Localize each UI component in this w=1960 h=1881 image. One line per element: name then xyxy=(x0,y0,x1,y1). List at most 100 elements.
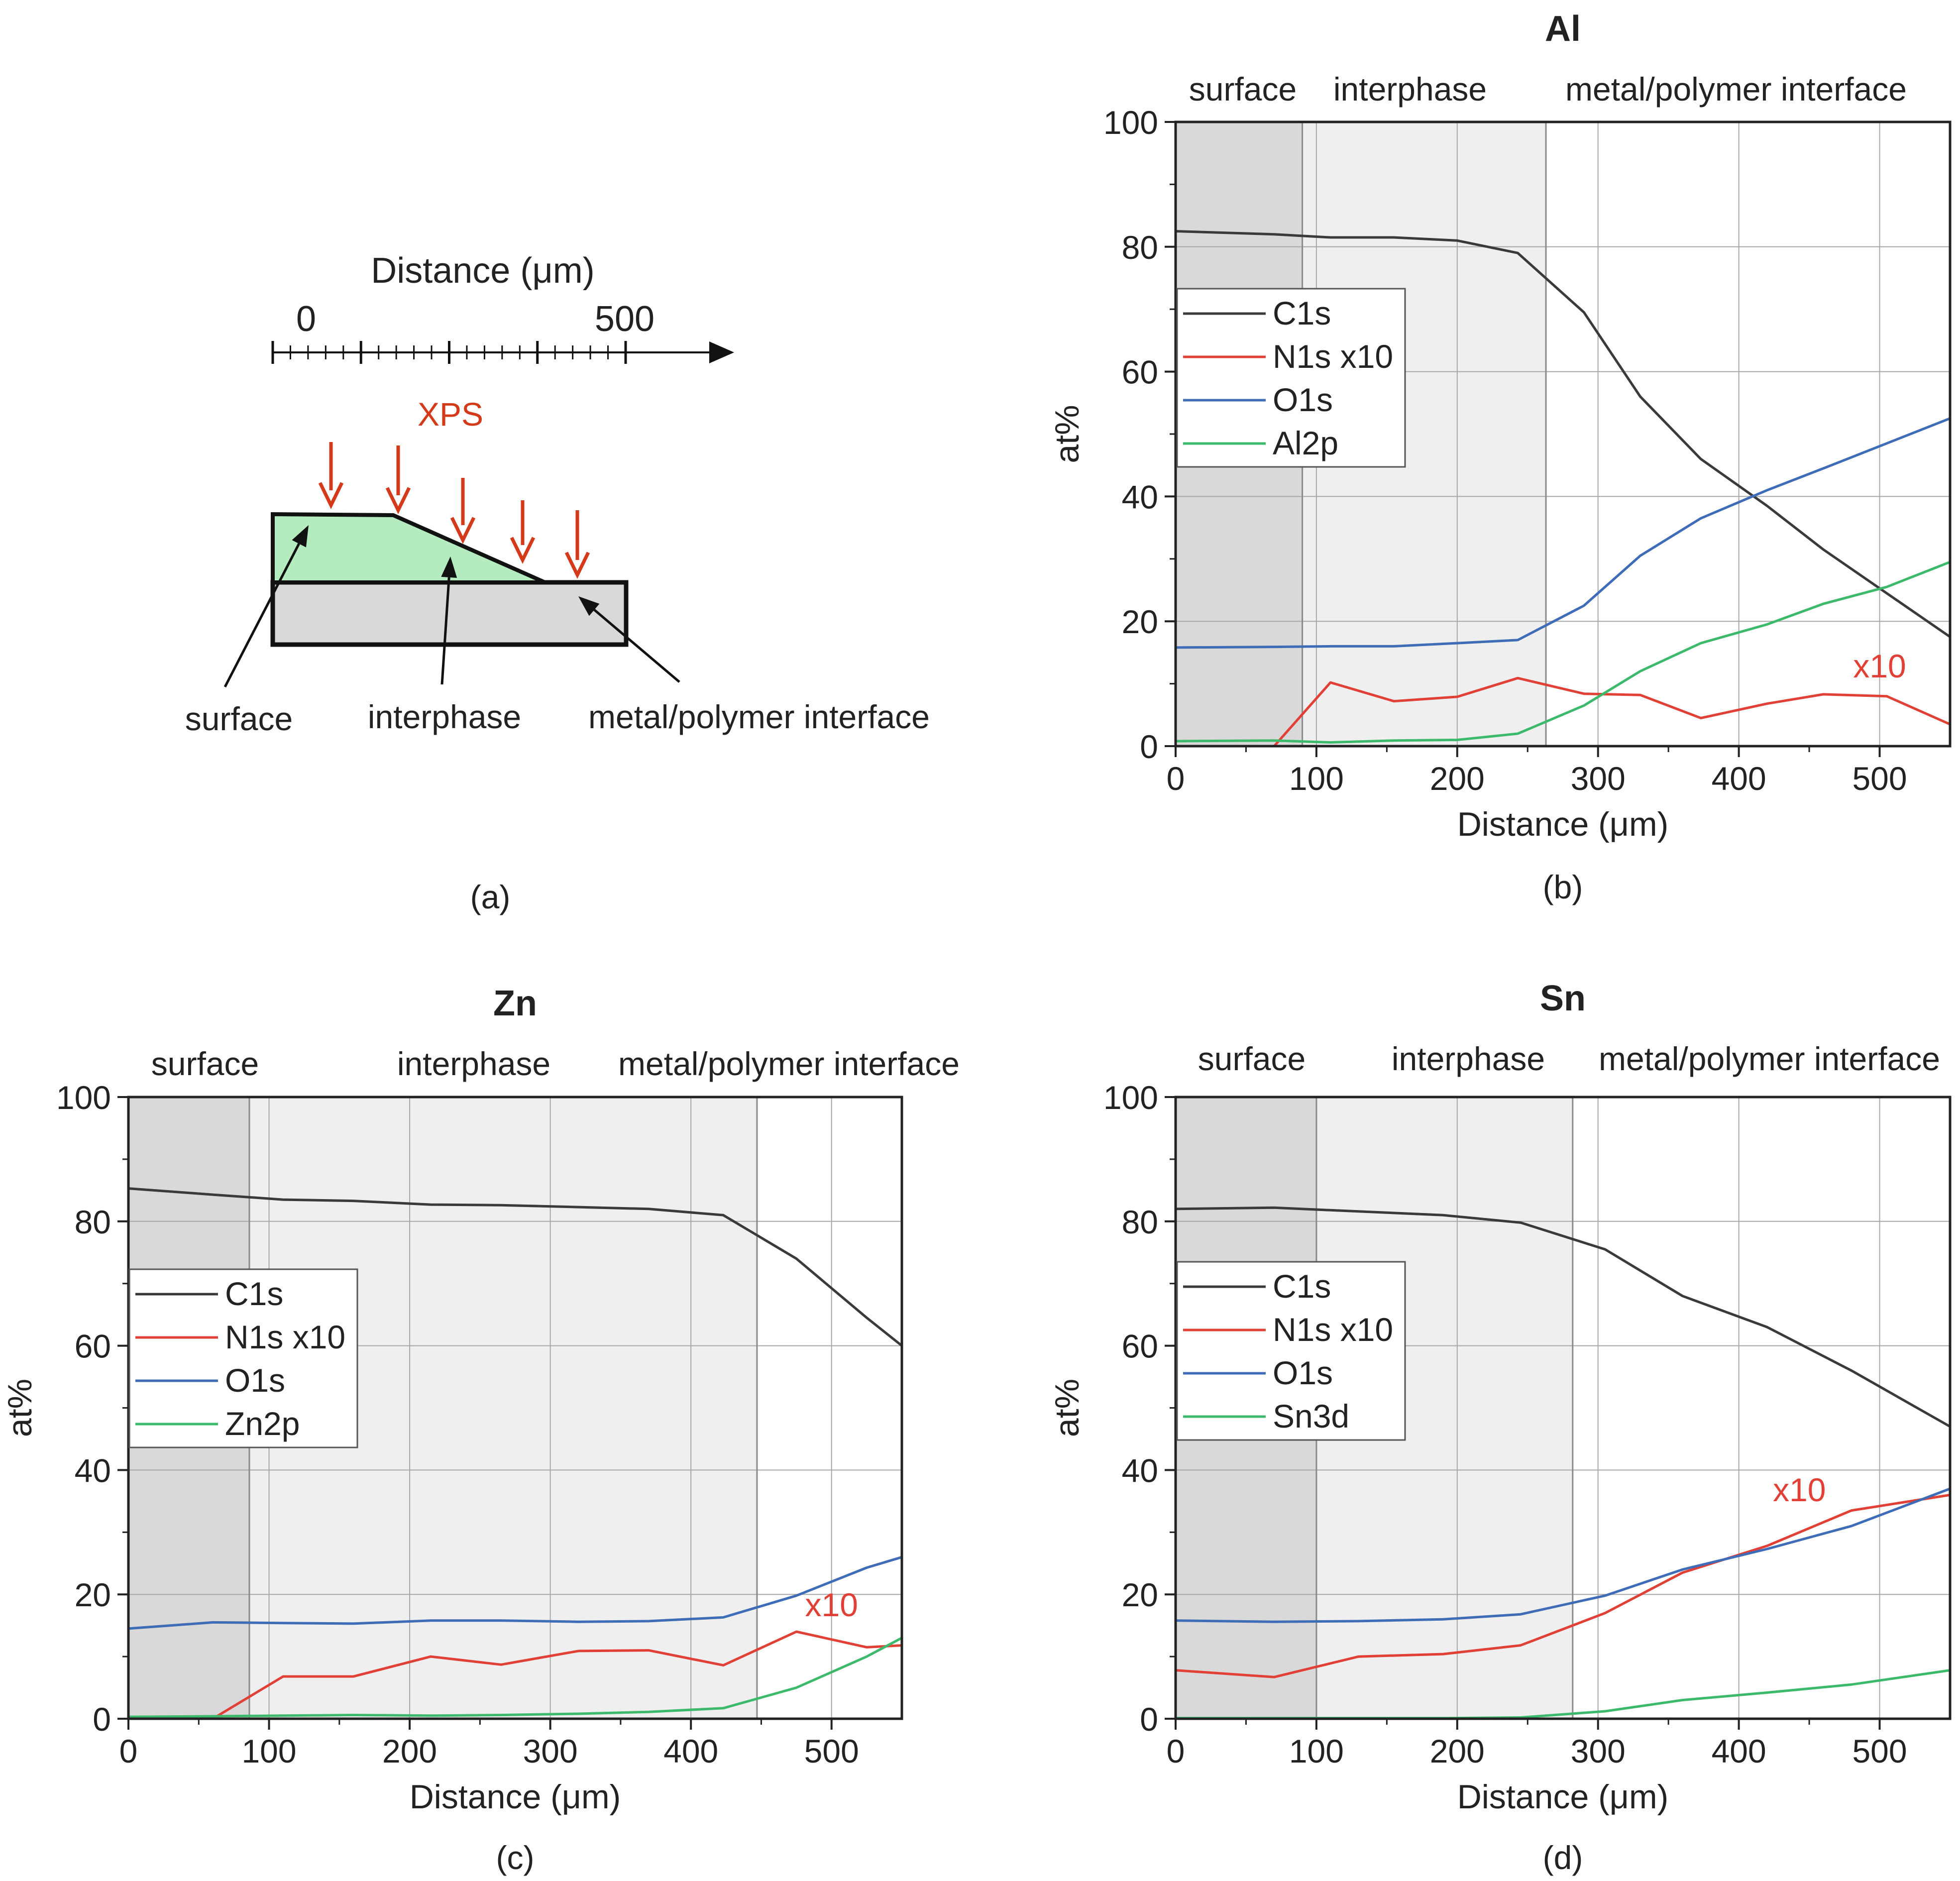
region-label-0: surface xyxy=(1198,1040,1306,1077)
chart-title: Zn xyxy=(493,984,537,1023)
y-tick-label: 60 xyxy=(1122,354,1158,391)
series-line-c1s xyxy=(1175,230,1951,638)
annotation-x10: x10 xyxy=(1853,648,1906,684)
x-tick-label: 100 xyxy=(241,1733,296,1770)
pointer-interphase-line xyxy=(440,577,450,685)
x-axis-title: Distance (μm) xyxy=(1457,805,1669,843)
y-tick-label: 100 xyxy=(1103,1079,1158,1116)
chart-sn: 0 100 200 300 400 500 0 20 40 60 80 100 Distance (μm… xyxy=(1048,979,1952,1876)
legend-label: Al2p xyxy=(1273,425,1338,461)
y-tick-label: 20 xyxy=(1122,603,1158,640)
legend: C1s N1s x10 O1s Sn3d xyxy=(1176,1261,1406,1441)
region-band-2 xyxy=(1546,122,1950,746)
region-label-0: surface xyxy=(1189,71,1297,108)
x-tick-label: 500 xyxy=(804,1733,859,1770)
y-tick-label: 0 xyxy=(1140,728,1158,765)
annotation-x10: x10 xyxy=(1773,1471,1826,1508)
ruler-arrowhead xyxy=(709,341,734,363)
chart-zn: 0 100 200 300 400 500 0 20 40 60 80 100 Distance (μm… xyxy=(1,984,960,1876)
series-line-n1s-x10 xyxy=(1176,676,1951,748)
series-line-al2p xyxy=(1175,560,1951,744)
x-tick-label: 200 xyxy=(1430,760,1485,797)
series-line-n1s-x10 xyxy=(1175,1493,1951,1678)
y-tick-label: 40 xyxy=(1122,1452,1158,1489)
xps-arrow-head xyxy=(564,552,590,579)
legend-label: C1s xyxy=(225,1275,283,1312)
x-tick-label: 0 xyxy=(1167,1733,1185,1770)
x-tick-label: 100 xyxy=(1289,1733,1344,1770)
x-tick-label: 0 xyxy=(119,1733,138,1770)
schematic-label-surface: surface xyxy=(185,700,293,737)
series-line-c1s xyxy=(128,1187,903,1347)
x-tick-label: 500 xyxy=(1852,1733,1907,1770)
region-label-2: metal/polymer interface xyxy=(1565,71,1907,108)
series-line-o1s xyxy=(128,1555,902,1630)
legend-label: N1s x10 xyxy=(1273,1311,1393,1348)
x-tick-label: 100 xyxy=(1289,760,1344,797)
legend-label: N1s x10 xyxy=(225,1319,345,1355)
region-label-0: surface xyxy=(151,1045,259,1082)
y-tick-label: 60 xyxy=(1122,1328,1158,1365)
schematic-tick-end: 500 xyxy=(595,299,654,339)
x-tick-label: 400 xyxy=(1712,1733,1766,1770)
xps-arrow-head xyxy=(510,537,536,564)
chart-title: Sn xyxy=(1540,979,1586,1018)
y-axis-title: at% xyxy=(1048,1379,1086,1437)
schematic-axis-title: Distance (μm) xyxy=(371,251,595,291)
region-label-2: metal/polymer interface xyxy=(618,1045,960,1082)
y-tick-label: 40 xyxy=(1122,478,1158,515)
pointer-interface-head xyxy=(578,596,600,616)
distance-ruler xyxy=(271,341,717,364)
x-axis-title: Distance (μm) xyxy=(1457,1778,1669,1816)
y-tick-label: 80 xyxy=(1122,1204,1158,1240)
series-line-zn2p xyxy=(128,1637,903,1718)
schematic-tick-start: 0 xyxy=(296,299,316,339)
series-line-n1s-x10 xyxy=(128,1630,902,1720)
schematic-label-interface: metal/polymer interface xyxy=(588,698,930,735)
metal-substrate xyxy=(270,580,629,647)
y-tick-label: 20 xyxy=(1122,1576,1158,1613)
legend-box xyxy=(128,1268,358,1448)
y-axis-title: at% xyxy=(1,1379,39,1437)
schematic-label-interphase: interphase xyxy=(368,698,521,735)
legend: C1s N1s x10 O1s Zn2p xyxy=(128,1268,358,1448)
legend-label: O1s xyxy=(225,1362,285,1399)
x-tick-label: 300 xyxy=(1571,760,1626,797)
chart-al: 0 100 200 300 400 500 0 20 40 60 80 100 Distance (μm… xyxy=(1048,9,1952,905)
region-band-2 xyxy=(1572,1097,1950,1719)
annotation-x10: x10 xyxy=(805,1586,858,1623)
y-tick-label: 40 xyxy=(75,1452,111,1489)
x-tick-label: 300 xyxy=(523,1733,578,1770)
region-label-1: interphase xyxy=(397,1045,550,1082)
x-tick-label: 300 xyxy=(1571,1733,1626,1770)
region-label-2: metal/polymer interface xyxy=(1599,1040,1940,1077)
y-tick-label: 80 xyxy=(75,1204,111,1240)
pointer-surface-line xyxy=(223,543,300,688)
y-tick-label: 60 xyxy=(75,1328,111,1365)
region-label-1: interphase xyxy=(1333,71,1487,108)
y-tick-label: 100 xyxy=(1103,104,1158,141)
chart-caption: (d) xyxy=(1543,1839,1583,1876)
x-tick-label: 200 xyxy=(1430,1733,1485,1770)
pointer-interface-line xyxy=(593,609,680,683)
chart-caption: (c) xyxy=(496,1839,535,1876)
legend-box xyxy=(1176,1261,1406,1441)
chart-title: Al xyxy=(1545,9,1581,49)
pointer-surface-head xyxy=(292,525,309,548)
y-tick-label: 80 xyxy=(1122,229,1158,266)
polymer-layer xyxy=(271,512,546,584)
y-tick-label: 100 xyxy=(56,1079,111,1116)
x-tick-label: 400 xyxy=(1712,760,1766,797)
x-tick-label: 200 xyxy=(382,1733,437,1770)
x-tick-label: 0 xyxy=(1167,760,1185,797)
legend-label: Sn3d xyxy=(1273,1398,1349,1435)
schematic-panel: Distance (μm) 0 500 XPS surface interpha… xyxy=(185,251,930,915)
x-axis-title: Distance (μm) xyxy=(410,1778,621,1816)
x-tick-label: 400 xyxy=(663,1733,718,1770)
y-tick-label: 0 xyxy=(93,1701,111,1738)
xps-arrow-head xyxy=(385,487,411,514)
y-tick-label: 20 xyxy=(75,1576,111,1613)
legend-label: O1s xyxy=(1273,381,1333,418)
series-line-o1s xyxy=(1175,417,1951,649)
legend-label: N1s x10 xyxy=(1273,338,1393,375)
